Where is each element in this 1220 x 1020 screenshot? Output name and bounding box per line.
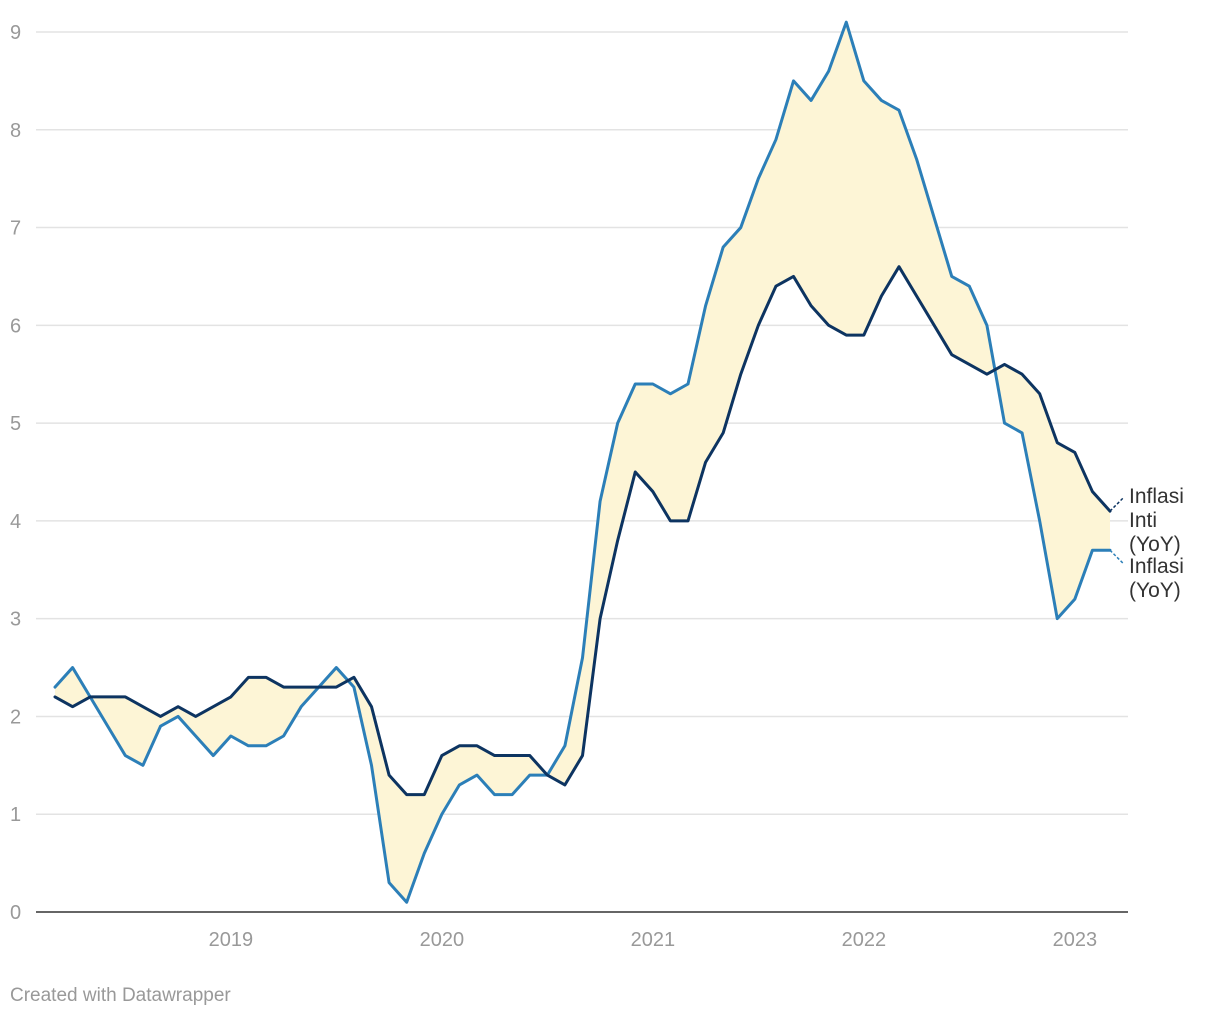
label-connector-inflation (1109, 549, 1125, 565)
series-line-inflation (53, 20, 1112, 904)
footer-credit: Created with Datawrapper (10, 985, 231, 1006)
y-tick-label: 3 (10, 609, 21, 631)
y-tick-label: 9 (10, 22, 21, 44)
y-tick-label: 4 (10, 511, 21, 533)
series-line-core-inflation (53, 265, 1112, 797)
y-tick-label: 5 (10, 413, 21, 435)
series-label-core-inflation: (YoY) (1129, 533, 1181, 556)
series-lines (53, 20, 1112, 904)
y-tick-label: 2 (10, 706, 21, 728)
series-label-inflation: Inflasi (1129, 555, 1184, 578)
y-tick-label: 0 (10, 902, 21, 924)
axes: 0 1 2 3 4 5 6 7 8 9 2019 2020 2021 2022 2023 (10, 22, 1128, 951)
x-tick-label: 2019 (209, 929, 254, 951)
y-tick-label: 6 (10, 315, 21, 337)
x-tick-label: 2020 (420, 929, 465, 951)
x-tick-label: 2023 (1053, 929, 1098, 951)
series-label-inflation: (YoY) (1129, 579, 1181, 602)
y-tick-label: 1 (10, 804, 21, 826)
range-band (55, 22, 1110, 903)
x-tick-label: 2021 (631, 929, 676, 951)
y-tick-label: 8 (10, 120, 21, 142)
x-tick-label: 2022 (842, 929, 887, 951)
y-tick-label: 7 (10, 218, 21, 240)
series-label-core-inflation: Inflasi (1129, 485, 1184, 508)
range-band-area (55, 22, 1110, 903)
label-connector-core (1109, 496, 1125, 512)
series-label-core-inflation: Inti (1129, 509, 1157, 532)
